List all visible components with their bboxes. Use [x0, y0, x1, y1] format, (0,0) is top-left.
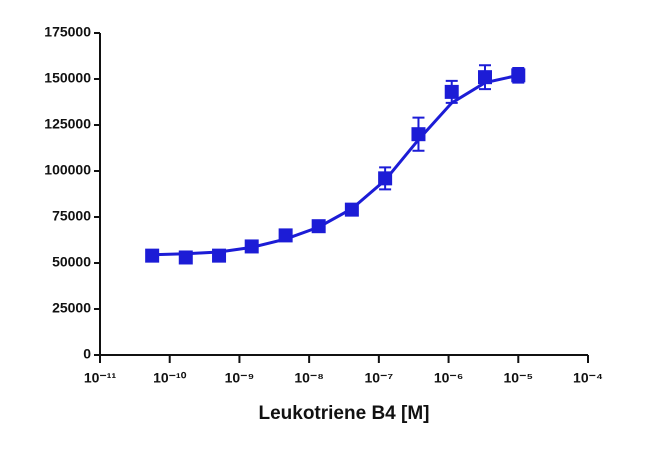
y-tick-label: 75000: [52, 208, 91, 224]
y-tick-label: 25000: [52, 300, 91, 316]
point: [344, 202, 359, 217]
x-tick-label: 10⁻⁷: [364, 370, 393, 386]
point: [145, 248, 160, 263]
point: [378, 171, 393, 186]
point: [278, 228, 293, 243]
x-tick-label: 10⁻¹¹: [84, 370, 117, 386]
x-tick-label: 10⁻⁶: [434, 370, 463, 386]
point: [411, 127, 426, 142]
y-tick-label: 175000: [44, 24, 91, 40]
fit-curve: [152, 73, 519, 257]
point: [477, 70, 492, 85]
x-tick-label: 10⁻⁹: [225, 370, 255, 386]
y-tick-label: 150000: [44, 70, 91, 86]
x-tick-label: 10⁻⁸: [294, 370, 324, 386]
x-axis-label: Leukotriene B4 [M]: [258, 403, 429, 424]
y-tick-label: 0: [83, 346, 91, 362]
x-tick-label: 10⁻⁵: [504, 370, 534, 386]
point: [311, 219, 326, 234]
x-tick-label: 10⁻⁴: [573, 370, 603, 386]
y-tick-label: 50000: [52, 254, 91, 270]
y-tick-label: 100000: [44, 162, 91, 178]
x-tick-label: 10⁻¹⁰: [153, 370, 187, 386]
point: [212, 248, 227, 263]
point: [244, 239, 259, 254]
point: [511, 68, 526, 83]
point: [178, 250, 193, 265]
point: [444, 84, 459, 99]
y-tick-label: 125000: [44, 116, 91, 132]
